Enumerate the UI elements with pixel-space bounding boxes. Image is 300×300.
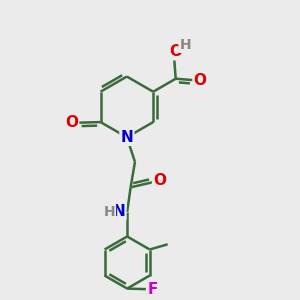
Text: O: O <box>153 173 166 188</box>
Text: F: F <box>147 282 158 297</box>
Text: O: O <box>194 73 206 88</box>
Text: O: O <box>65 115 78 130</box>
Text: N: N <box>113 204 125 219</box>
Text: H: H <box>179 38 191 52</box>
Text: N: N <box>121 130 133 145</box>
Text: O: O <box>169 44 182 59</box>
Text: H: H <box>103 205 115 219</box>
